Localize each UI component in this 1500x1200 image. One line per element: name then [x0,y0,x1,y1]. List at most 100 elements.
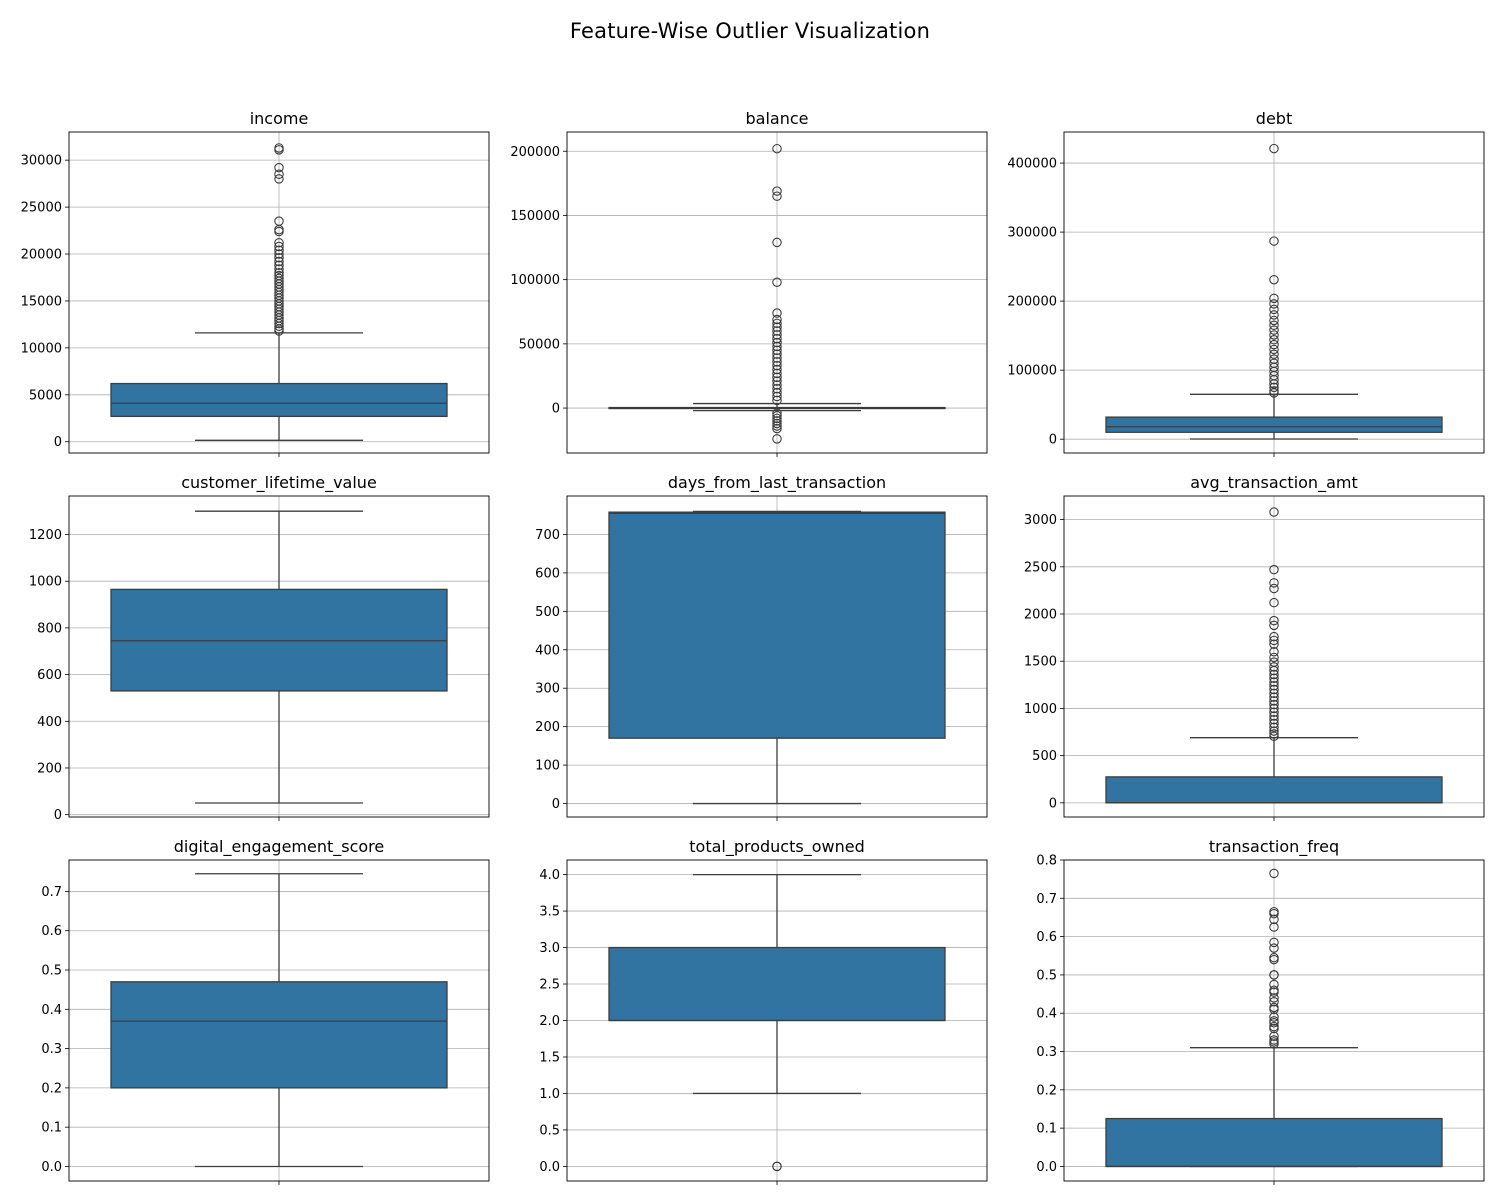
y-tick-label: 5000 [29,388,62,403]
outlier-point [1269,688,1279,699]
outlier-point [772,349,782,359]
outlier-point [1269,692,1279,702]
outlier-point [1269,1012,1279,1022]
y-tick-label: 1500 [1024,655,1057,670]
y-tick-label: 700 [535,528,560,543]
y-tick-label: 0.0 [41,1160,62,1175]
y-tick-label: 0.7 [41,885,62,900]
outlier-point [1269,335,1279,345]
outlier-point [1269,993,1279,1003]
y-tick-label: 300 [535,682,560,697]
outlier-point [772,191,782,201]
outlier-point [1269,330,1279,340]
outlier-point [772,308,782,318]
outlier-point [1269,564,1279,575]
outlier-point [1269,382,1279,393]
y-tick-label: 500 [535,605,560,620]
outlier-point [1269,868,1279,879]
outlier-point [772,360,782,371]
axes-frame [68,859,490,1182]
y-tick-label: 0 [552,797,560,812]
outlier-point [274,264,284,274]
outlier-point [1269,922,1279,932]
axes-frame [1063,859,1485,1182]
outlier-point [274,256,284,267]
outlier-point [772,364,782,375]
outlier-point [1269,943,1279,953]
outlier-point [1269,1018,1279,1028]
outlier-point [274,245,284,256]
subplot-balance: 0 50000 100000 150000 200000 balance [510,109,988,457]
outlier-point [1269,665,1279,676]
y-tick-label: 200000 [1007,295,1057,310]
outlier-point [1269,293,1279,304]
outlier-point [274,260,284,271]
outlier-point [1269,344,1279,355]
outlier-point [274,174,284,184]
outlier-point [1269,1031,1279,1041]
axes-frame [566,131,988,454]
outlier-point [1269,299,1279,309]
y-tick-label: 0.3 [41,1042,62,1057]
y-tick-label: 0.4 [1036,1007,1057,1022]
outlier-point [772,357,782,367]
outlier-point [1269,310,1279,320]
outlier-point [274,321,284,332]
outlier-point [772,237,782,248]
y-tick-label: 100000 [1007,364,1057,379]
y-tick-label: 0.0 [539,1160,560,1175]
outlier-point [772,376,782,386]
y-tick-label: 0.8 [1036,854,1057,869]
outlier-point [1269,681,1279,691]
y-tick-label: 800 [37,621,62,636]
y-tick-label: 0 [54,435,62,450]
outlier-point [1269,715,1279,725]
outlier-point [772,411,782,421]
outlier-point [772,314,782,325]
outlier-point [1269,583,1279,594]
outlier-point [1269,711,1279,721]
outlier-point [772,372,782,382]
outlier-point [274,169,284,179]
outlier-point [772,330,782,340]
outlier-point [772,416,782,426]
y-tick-label: 0 [1049,796,1057,811]
subplot-title: balance [746,109,809,128]
outlier-point [1269,979,1279,990]
y-tick-label: 150000 [510,209,560,224]
y-tick-label: 1000 [1024,702,1057,717]
outlier-point [1269,1004,1279,1015]
y-tick-label: 0 [552,402,560,417]
outlier-point [1269,304,1279,315]
y-tick-label: 200 [37,761,62,776]
y-tick-label: 0.6 [41,924,62,939]
outlier-point [1269,996,1279,1007]
axes-frame [68,495,490,818]
y-tick-label: 15000 [21,294,62,309]
outlier-point [772,186,782,196]
y-tick-label: 30000 [21,154,62,169]
y-tick-label: 25000 [21,201,62,216]
y-tick-label: 3.0 [539,941,560,956]
y-tick-label: 0.1 [1036,1122,1057,1137]
axes-frame [566,859,988,1182]
outlier-point [1269,507,1279,517]
outlier-point [772,395,782,406]
iqr-box [608,511,946,739]
outlier-point [1269,578,1279,588]
outlier-point [772,1161,782,1172]
y-tick-label: 1200 [29,528,62,543]
y-tick-label: 0.0 [1036,1160,1057,1175]
outlier-point [772,337,782,348]
outlier-point [772,413,782,424]
subplot-customer-lifetime-value: 0 200 400 600 800 1000 1200 customer_lifetime_v… [29,473,490,823]
outlier-point [1269,718,1279,729]
y-tick-label: 1.0 [539,1087,560,1102]
outlier-point [1269,722,1279,733]
y-tick-label: 500 [1032,749,1057,764]
outlier-point [1269,339,1279,350]
axes-frame [1063,131,1485,454]
y-tick-label: 0 [54,808,62,823]
subplot-digital-engagement-score: 0.0 0.1 0.2 0.3 0.4 0.5 0.6 0.7 digital_engageme… [41,837,490,1185]
outlier-point [772,341,782,352]
